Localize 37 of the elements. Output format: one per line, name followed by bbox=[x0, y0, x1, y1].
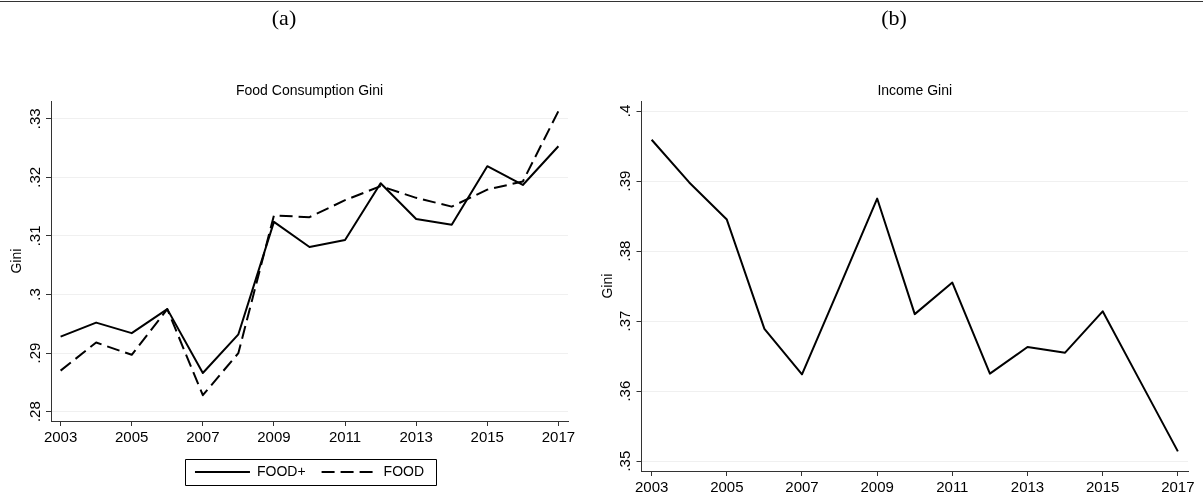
y-tick-label: .32 bbox=[25, 166, 43, 188]
legend-label: FOOD bbox=[383, 462, 425, 479]
x-tick-label: 2005 bbox=[115, 428, 149, 446]
x-tick-label: 2009 bbox=[257, 428, 291, 446]
x-tick-label: 2013 bbox=[399, 428, 433, 446]
x-tick-label: 2011 bbox=[936, 478, 969, 496]
x-tick-label: 2009 bbox=[860, 478, 894, 496]
x-tick-label: 2003 bbox=[43, 428, 78, 446]
x-tick-label: 2013 bbox=[1010, 478, 1045, 496]
x-tick-label: 2003 bbox=[634, 478, 669, 496]
x-tick-label: 2017 bbox=[1161, 478, 1195, 496]
y-tick-label: .31 bbox=[25, 225, 43, 247]
line-series bbox=[59, 110, 560, 397]
x-tick-label: 2007 bbox=[785, 478, 819, 496]
chart-subtitle: Food Consumption Gini bbox=[235, 81, 384, 98]
legend-label: FOOD+ bbox=[256, 462, 306, 479]
y-axis-title: Gini bbox=[8, 248, 25, 274]
x-tick-label: 2011 bbox=[328, 428, 362, 446]
y-tick-label: .33 bbox=[25, 108, 43, 130]
y-tick-label: .35 bbox=[616, 450, 634, 472]
y-tick-label: .37 bbox=[616, 310, 634, 332]
y-tick-label: .39 bbox=[616, 170, 634, 192]
y-tick-label: .4 bbox=[616, 104, 634, 118]
chart-title: (b) bbox=[881, 4, 907, 30]
x-tick-label: 2005 bbox=[710, 478, 744, 496]
y-tick-label: .36 bbox=[616, 380, 634, 402]
y-tick-label: .28 bbox=[25, 401, 43, 423]
chart-title: (a) bbox=[271, 4, 297, 30]
x-tick-label: 2007 bbox=[186, 428, 220, 446]
y-axis-title: Gini bbox=[599, 273, 616, 299]
y-tick-label: .3 bbox=[25, 288, 43, 301]
x-tick-label: 2015 bbox=[470, 428, 504, 446]
x-tick-label: 2017 bbox=[541, 428, 576, 446]
y-tick-label: .29 bbox=[25, 342, 43, 364]
x-tick-label: 2015 bbox=[1085, 478, 1120, 496]
y-tick-label: .38 bbox=[616, 240, 634, 262]
chart-subtitle: Income Gini bbox=[877, 81, 953, 98]
